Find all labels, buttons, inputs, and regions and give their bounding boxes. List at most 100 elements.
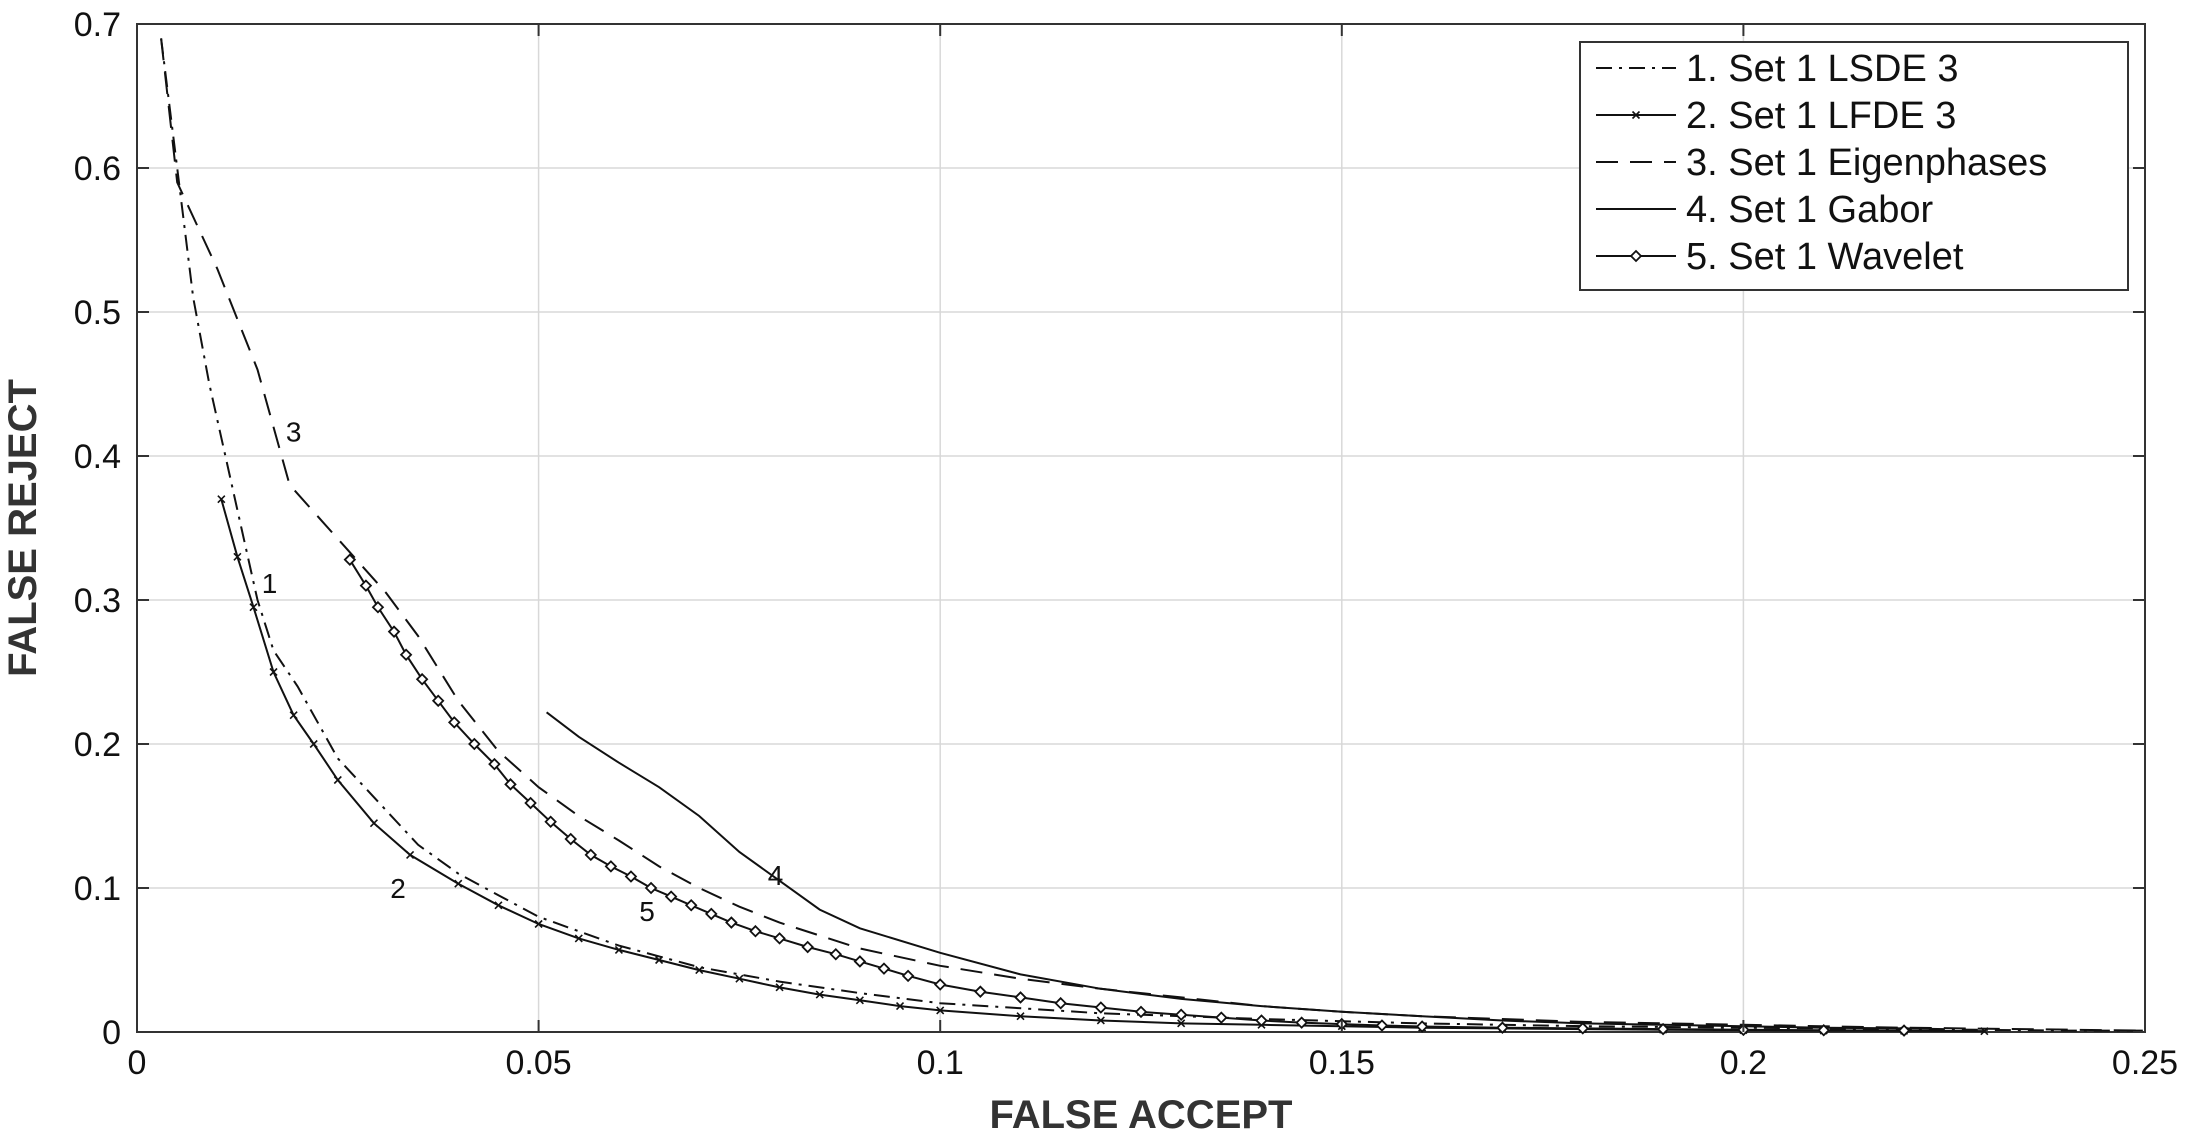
data-point-diamond (1255, 1014, 1268, 1027)
y-axis-title: FALSE REJECT (1, 379, 45, 677)
data-point-x (1096, 1016, 1105, 1025)
data-point-diamond (684, 899, 698, 912)
series-5-line (348, 559, 1905, 1032)
x-tick-label: 0.25 (2112, 1044, 2178, 1082)
data-point-x (1177, 1019, 1186, 1028)
legend-label: 5. Set 1 Wavelet (1686, 236, 1964, 278)
data-point-x (233, 552, 242, 561)
x-tick-label: 0.2 (1720, 1044, 1767, 1082)
legend-label: 3. Set 1 Eigenphases (1686, 142, 2047, 184)
x-axis-title: FALSE ACCEPT (990, 1093, 1293, 1135)
data-point-x (534, 919, 543, 929)
legend-label: 4. Set 1 Gabor (1686, 189, 1933, 231)
legend-entry-3: 3. Set 1 Eigenphases (1596, 142, 2047, 184)
data-point-x (217, 495, 226, 504)
data-point-diamond (877, 962, 891, 975)
data-point-diamond (371, 600, 385, 614)
data-point-diamond (1134, 1005, 1148, 1019)
data-point-diamond (447, 716, 461, 729)
data-point-x (655, 955, 664, 965)
data-point-x (289, 711, 298, 720)
series-2-line (220, 498, 1985, 1033)
data-point-diamond (1496, 1021, 1509, 1034)
legend-entry-4: 4. Set 1 Gabor (1596, 189, 1933, 231)
data-point-diamond (974, 985, 987, 998)
data-point-diamond (853, 955, 867, 968)
data-point-diamond (1576, 1022, 1590, 1035)
annotations: 3 1 2 5 4 (262, 417, 784, 928)
data-point-diamond (644, 881, 658, 895)
data-point-diamond (343, 553, 357, 566)
data-point-diamond (399, 648, 413, 661)
y-tick-label: 0.1 (74, 870, 121, 908)
data-point-x (815, 990, 824, 999)
y-axis-ticks: 0 0.1 0.2 0.3 0.4 0.5 0.6 0.7 (74, 6, 2145, 1052)
data-point-diamond (584, 848, 598, 862)
data-point-diamond (901, 969, 915, 983)
data-point-diamond (1174, 1008, 1188, 1021)
y-tick-label: 0.3 (74, 582, 121, 620)
data-point-diamond (1415, 1020, 1429, 1033)
data-point-x (695, 966, 704, 975)
data-point-diamond (749, 924, 762, 938)
data-point-x (406, 850, 415, 859)
series-2 (217, 495, 1989, 1036)
data-point-diamond (801, 940, 814, 954)
data-point-diamond (1295, 1016, 1308, 1029)
data-point-x (614, 945, 623, 954)
x-tick-label: 0 (128, 1044, 147, 1082)
data-point-diamond (773, 932, 786, 945)
data-point-x (249, 603, 258, 612)
data-point-x (1016, 1012, 1025, 1021)
curve-annotation: 5 (639, 896, 655, 927)
y-tick-label: 0.2 (74, 726, 121, 764)
legend-entry-5: 5. Set 1 Wavelet (1596, 236, 1964, 278)
data-point-diamond (604, 860, 618, 873)
y-tick-label: 0 (102, 1014, 121, 1052)
data-point-diamond (1656, 1022, 1670, 1036)
data-point-x (936, 1006, 945, 1015)
data-point-diamond (544, 815, 557, 829)
curve-annotation: 1 (262, 568, 278, 599)
series-group (160, 38, 2146, 1037)
data-point-diamond (488, 757, 501, 771)
y-tick-label: 0.7 (74, 6, 121, 44)
y-tick-label: 0.4 (74, 438, 121, 476)
data-point-x (369, 819, 379, 828)
legend-label: 2. Set 1 LFDE 3 (1686, 95, 1956, 137)
data-point-diamond (829, 947, 843, 961)
legend-label: 1. Set 1 LSDE 3 (1686, 48, 1959, 90)
data-point-x (309, 739, 318, 749)
legend-entry-2: 2. Set 1 LFDE 3 (1596, 95, 1956, 137)
legend-entry-1: 1. Set 1 LSDE 3 (1596, 48, 1959, 90)
series-3-line (160, 38, 2146, 1032)
y-tick-label: 0.5 (74, 294, 121, 332)
data-point-diamond (1054, 996, 1067, 1010)
data-point-diamond (504, 778, 517, 791)
data-point-diamond (1817, 1023, 1830, 1037)
data-point-diamond (624, 870, 638, 883)
x-tick-label: 0.15 (1309, 1044, 1375, 1082)
data-point-x (574, 934, 583, 943)
data-point-x (895, 1002, 905, 1011)
curve-annotation: 3 (286, 417, 302, 448)
data-point-x (1631, 110, 1641, 120)
series-4 (545, 711, 1945, 1031)
data-point-diamond (387, 625, 401, 638)
x-tick-label: 0.1 (917, 1044, 964, 1082)
series-4-line (545, 711, 1945, 1031)
data-point-x (494, 901, 503, 910)
data-point-x (269, 667, 278, 677)
series-5 (343, 553, 1911, 1037)
data-point-diamond (1215, 1011, 1228, 1024)
curve-annotation: 2 (390, 873, 406, 904)
data-point-x (775, 983, 784, 992)
series-3 (160, 38, 2146, 1032)
data-point-diamond (468, 737, 481, 751)
data-point-x (333, 775, 342, 785)
data-point-diamond (664, 890, 678, 903)
data-point-x (735, 974, 744, 983)
data-point-diamond (524, 796, 537, 810)
legend: 1. Set 1 LSDE 3 2. Set 1 LFDE 3 3. Set 1 E… (1579, 41, 2129, 291)
